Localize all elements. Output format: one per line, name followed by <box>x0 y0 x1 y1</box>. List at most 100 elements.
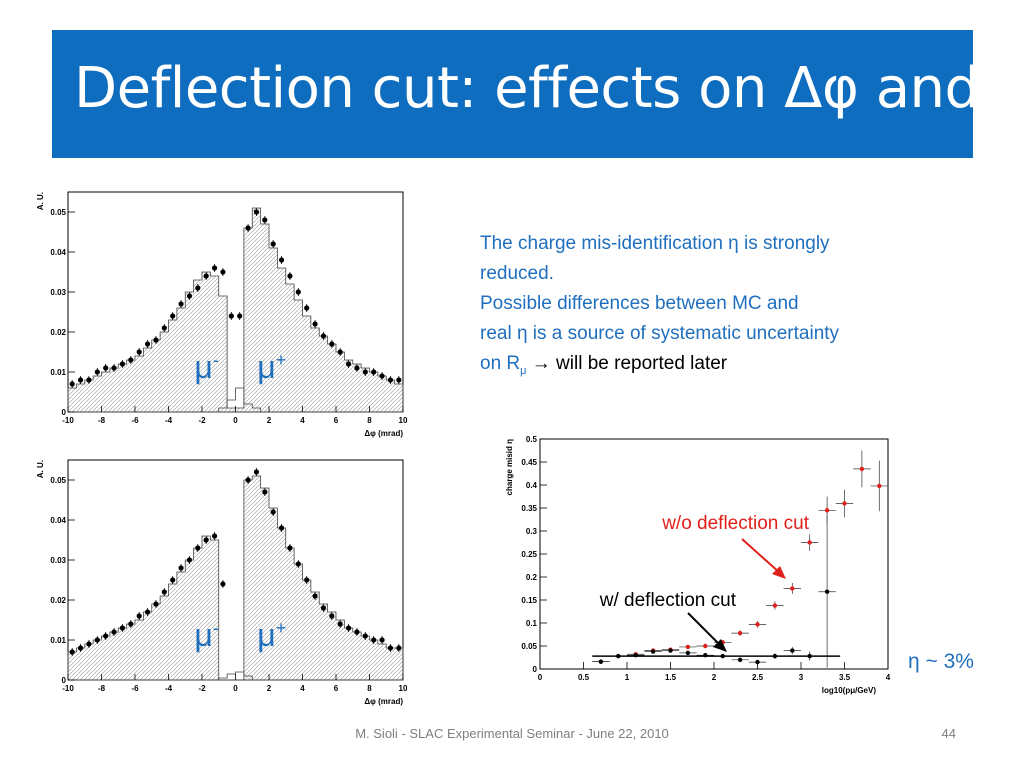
data-point <box>278 525 285 531</box>
histogram-chart-top: -10 -8 -6 -4 -2 0 2 4 6 8 10 0 0.01 0.02 0.03 0.04 0.05 Δ… <box>36 191 408 438</box>
x-tick-label: -2 <box>198 684 206 693</box>
x-tick-label: -4 <box>165 416 173 425</box>
red-data-point <box>772 603 778 608</box>
x-axis-label: log10(pμ/GeV) <box>822 686 877 695</box>
black-data-point <box>824 589 830 594</box>
y-tick-label: 0.03 <box>50 556 66 565</box>
data-point <box>337 621 343 627</box>
x-tick-label: 4 <box>300 684 305 693</box>
data-point <box>371 369 377 375</box>
desc-line-5-suffix: will be reported later <box>556 353 728 374</box>
data-point <box>371 637 377 643</box>
data-point <box>170 313 176 319</box>
y-tick-label: 0.04 <box>50 516 66 525</box>
slide-title: Deflection cut: effects on Δφ and η <box>74 56 1024 121</box>
plot-frame <box>539 438 889 670</box>
data-point <box>295 289 301 295</box>
data-point <box>253 469 260 475</box>
data-point <box>387 645 394 651</box>
data-point <box>186 557 193 563</box>
data-point <box>329 341 335 347</box>
y-tick-label: 0.02 <box>50 328 66 337</box>
y-tick-label: 0.01 <box>50 368 66 377</box>
data-point <box>245 477 251 483</box>
x-tick-label: -6 <box>131 416 139 425</box>
data-point <box>362 369 368 375</box>
red-data-point <box>703 643 708 649</box>
y-tick-label: 0.05 <box>521 642 537 651</box>
black-data-point <box>598 659 604 664</box>
data-point <box>253 209 260 215</box>
black-data-point <box>668 648 673 653</box>
black-data-point <box>790 648 795 653</box>
data-point <box>220 581 226 587</box>
data-point <box>195 545 201 551</box>
mu-minus-sign: - <box>213 350 219 370</box>
histogram-chart-bottom: -10 -8 -6 -4 -2 0 2 4 6 8 10 0 0.01 0.02 0.03 0.04 0.05 Δ… <box>36 459 408 706</box>
x-tick-label: -4 <box>165 684 173 693</box>
data-point <box>203 273 209 279</box>
x-tick-label: 3 <box>799 673 804 682</box>
x-tick-label: -8 <box>98 416 106 425</box>
y-tick-label: 0.05 <box>50 476 66 485</box>
data-point <box>295 561 301 567</box>
x-tick-label: 8 <box>367 684 372 693</box>
slide-footer: M. Sioli - SLAC Experimental Seminar - J… <box>355 726 669 741</box>
data-point <box>270 509 276 515</box>
page-number: 44 <box>941 726 956 741</box>
y-tick-label: 0.02 <box>50 596 66 605</box>
x-tick-label: 1.5 <box>665 673 677 682</box>
mu-minus-sign: - <box>213 618 219 638</box>
x-tick-label: 10 <box>399 684 408 693</box>
black-data-point <box>737 657 743 662</box>
desc-line-3: Possible differences between MC and <box>480 293 799 314</box>
data-point <box>153 337 159 343</box>
desc-line-5: on Rμ → will be reported later <box>480 349 950 386</box>
data-point <box>312 321 318 327</box>
data-point <box>161 589 167 595</box>
red-data-point <box>790 586 795 591</box>
title-banner: Deflection cut: effects on Δφ and η <box>52 30 1024 158</box>
data-point <box>103 633 109 639</box>
red-arrow-head <box>772 566 786 579</box>
x-tick-label: 10 <box>399 416 408 425</box>
data-point <box>136 349 142 355</box>
data-point <box>270 241 276 247</box>
data-point <box>354 629 360 635</box>
data-point <box>77 377 84 383</box>
data-point <box>379 637 385 643</box>
x-tick-label: 0.5 <box>578 673 590 682</box>
histogram-panel-bottom: -10 -8 -6 -4 -2 0 2 4 6 8 10 0 0.01 0.02 0.03 0.04 0.05 Δ… <box>28 448 412 712</box>
y-tick-label: 0.35 <box>521 504 537 513</box>
data-point <box>136 613 142 619</box>
x-tick-label: 0 <box>233 684 238 693</box>
data-point <box>396 377 402 383</box>
y-axis-label: A. U. <box>36 460 45 478</box>
histogram-mu-minus-tail <box>68 671 403 681</box>
y-tick-label: 0.03 <box>50 288 66 297</box>
data-point <box>144 609 151 615</box>
data-point <box>329 613 335 619</box>
data-point <box>220 269 226 275</box>
x-tick-label: 2 <box>267 684 272 693</box>
desc-line-5-prefix: on R <box>480 353 521 374</box>
x-axis-label: Δφ (mrad) <box>364 429 403 438</box>
data-point <box>345 361 352 367</box>
y-tick-label: 0.1 <box>526 619 538 628</box>
red-data-point <box>859 466 865 472</box>
data-point <box>153 601 159 607</box>
eta-note: η ~ 3% <box>908 650 974 673</box>
data-point <box>211 533 218 539</box>
data-point <box>195 285 201 291</box>
data-point <box>170 577 176 583</box>
data-point <box>379 373 385 379</box>
data-point <box>354 365 360 371</box>
x-tick-label: 1 <box>625 673 630 682</box>
red-data-point <box>737 630 743 636</box>
red-data-point <box>755 622 760 627</box>
data-point <box>304 577 310 583</box>
mu-plus-sign: + <box>276 350 287 370</box>
red-data-point <box>824 508 830 513</box>
data-point <box>245 225 251 231</box>
y-tick-label: 0.3 <box>526 527 538 536</box>
